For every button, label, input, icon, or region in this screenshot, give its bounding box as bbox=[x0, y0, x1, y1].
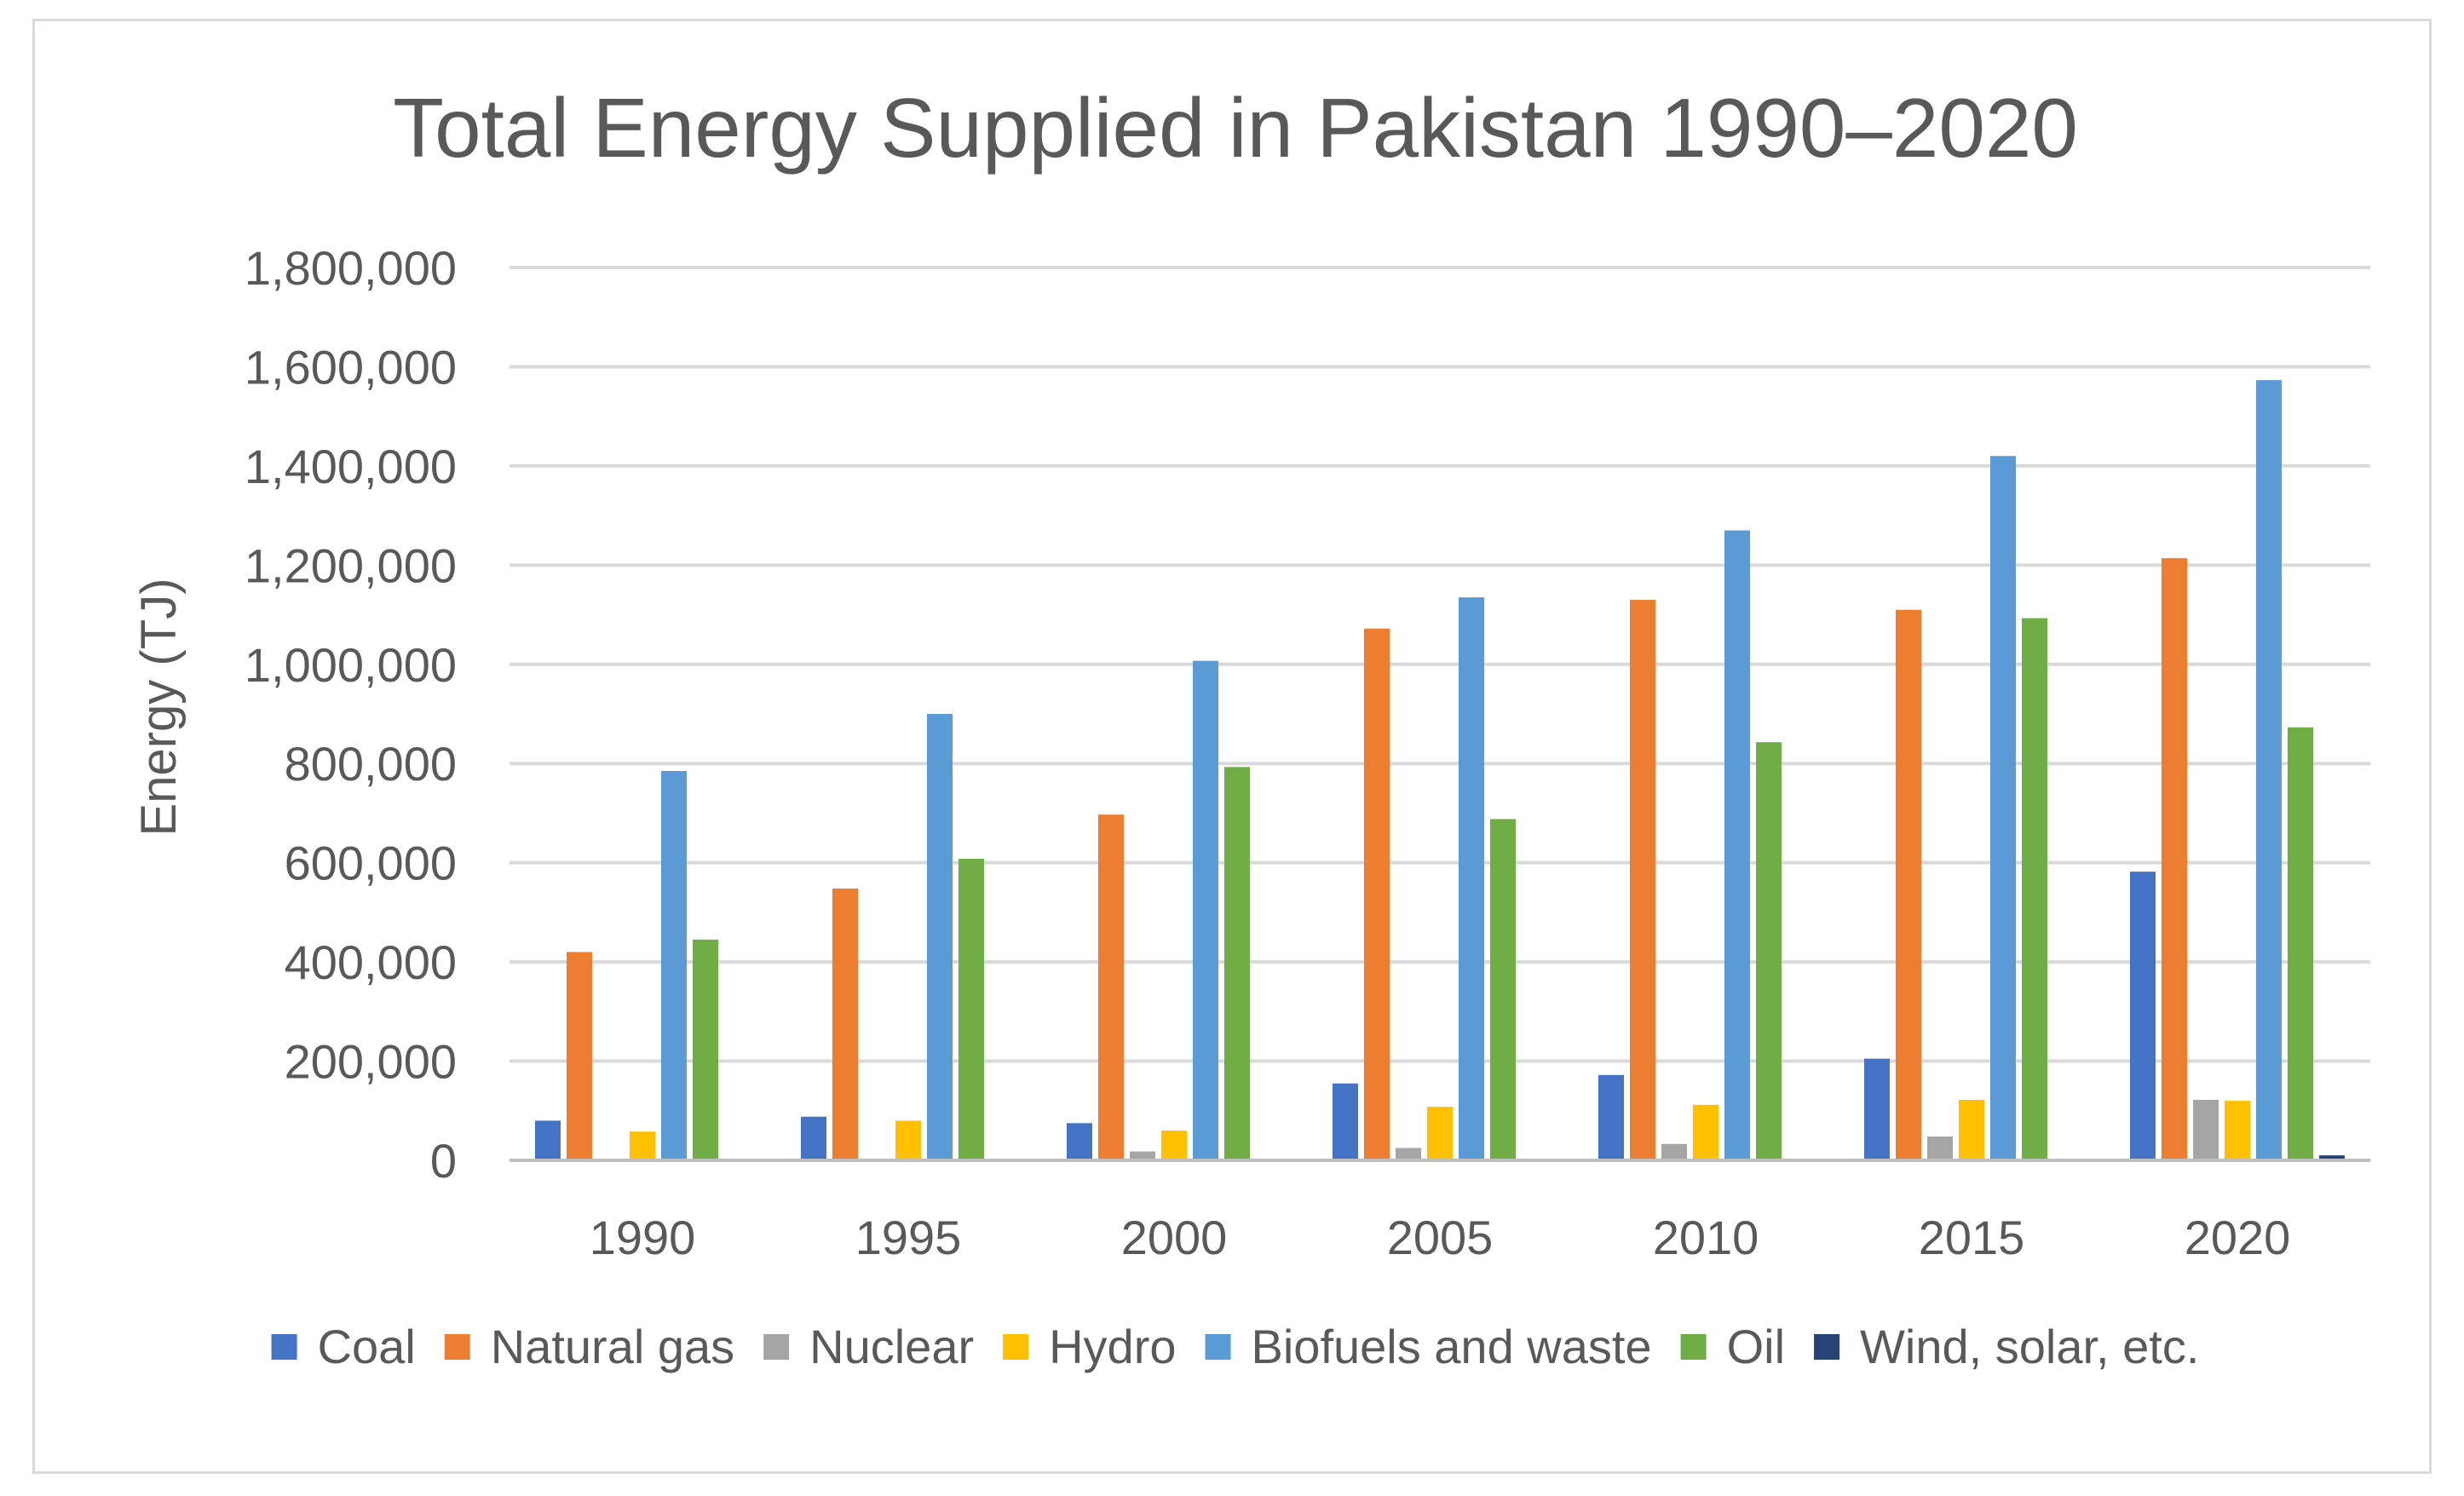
legend-swatch bbox=[444, 1334, 470, 1360]
bar-biofuels-and-waste-2020 bbox=[2256, 380, 2282, 1161]
bar-nuclear-2020 bbox=[2193, 1099, 2219, 1160]
bar-hydro-2015 bbox=[1959, 1099, 1984, 1160]
y-tick-label: 0 bbox=[430, 1134, 457, 1188]
bar-natural-gas-2015 bbox=[1896, 609, 1921, 1160]
bar-biofuels-and-waste-2000 bbox=[1193, 660, 1218, 1160]
y-tick-label: 400,000 bbox=[285, 935, 457, 989]
y-axis-ticks: 0 200,000 400,000 600,000 800,000 1,000,000 1,… bbox=[245, 241, 457, 1188]
bar-hydro-1995 bbox=[895, 1120, 921, 1160]
x-tick-label: 1995 bbox=[855, 1211, 962, 1264]
bar-coal-2020 bbox=[2130, 872, 2156, 1160]
bar-natural-gas-2020 bbox=[2162, 558, 2187, 1160]
legend-label: Coal bbox=[318, 1320, 416, 1373]
chart-title: Total Energy Supplied in Pakistan 1990–2… bbox=[393, 81, 2078, 175]
x-tick-label: 2015 bbox=[1919, 1211, 2025, 1264]
bar-biofuels-and-waste-1990 bbox=[661, 770, 687, 1160]
bar-hydro-2010 bbox=[1693, 1104, 1718, 1160]
x-tick-label: 2000 bbox=[1121, 1211, 1228, 1264]
y-tick-label: 1,200,000 bbox=[245, 538, 457, 592]
bar-wind-solar-etc-2020 bbox=[2319, 1155, 2345, 1160]
bar-natural-gas-1990 bbox=[567, 952, 592, 1160]
bar-hydro-1990 bbox=[630, 1131, 655, 1160]
y-tick-label: 800,000 bbox=[285, 737, 457, 791]
legend-label: Wind, solar, etc. bbox=[1860, 1320, 2199, 1373]
legend-item: Wind, solar, etc. bbox=[1814, 1320, 2199, 1373]
legend-swatch bbox=[271, 1334, 297, 1360]
bar-oil-2010 bbox=[1756, 742, 1782, 1160]
bar-natural-gas-1995 bbox=[832, 888, 858, 1160]
x-tick-label: 2020 bbox=[2185, 1211, 2291, 1264]
legend-swatch bbox=[763, 1334, 790, 1360]
bar-coal-2010 bbox=[1598, 1074, 1624, 1160]
bar-nuclear-2010 bbox=[1661, 1143, 1687, 1160]
bar-oil-1990 bbox=[693, 939, 718, 1160]
y-tick-label: 1,000,000 bbox=[245, 638, 457, 692]
legend: Coal Natural gas Nuclear Hydro Biofuels and … bbox=[271, 1320, 2199, 1373]
legend-item: Oil bbox=[1680, 1320, 1785, 1373]
bar-coal-2005 bbox=[1333, 1083, 1358, 1160]
legend-item: Coal bbox=[271, 1320, 416, 1373]
legend-item: Natural gas bbox=[444, 1320, 734, 1373]
y-tick-label: 1,600,000 bbox=[245, 340, 457, 394]
legend-item: Hydro bbox=[1003, 1320, 1177, 1373]
y-tick-label: 200,000 bbox=[285, 1035, 457, 1089]
bar-natural-gas-2005 bbox=[1364, 628, 1390, 1160]
bar-coal-1990 bbox=[535, 1120, 561, 1160]
bar-hydro-2005 bbox=[1427, 1107, 1453, 1160]
legend-swatch bbox=[1814, 1334, 1840, 1360]
bar-biofuels-and-waste-1995 bbox=[927, 714, 953, 1160]
legend-label: Hydro bbox=[1049, 1320, 1176, 1373]
legend-swatch bbox=[1003, 1334, 1029, 1360]
bar-natural-gas-2000 bbox=[1098, 814, 1124, 1160]
bar-nuclear-2005 bbox=[1396, 1148, 1421, 1160]
bars bbox=[535, 380, 2345, 1161]
bar-biofuels-and-waste-2015 bbox=[1990, 456, 2016, 1160]
legend-item: Nuclear bbox=[763, 1320, 974, 1373]
bar-oil-2000 bbox=[1224, 767, 1250, 1160]
y-tick-label: 1,800,000 bbox=[245, 241, 457, 295]
bar-biofuels-and-waste-2005 bbox=[1459, 597, 1484, 1160]
bar-oil-2005 bbox=[1490, 819, 1516, 1160]
legend-label: Nuclear bbox=[809, 1320, 974, 1373]
x-tick-label: 1990 bbox=[590, 1211, 696, 1264]
bar-coal-1995 bbox=[801, 1116, 826, 1160]
bar-oil-1995 bbox=[959, 859, 984, 1160]
bar-natural-gas-2010 bbox=[1630, 600, 1655, 1160]
y-tick-label: 600,000 bbox=[285, 837, 457, 890]
y-tick-label: 1,400,000 bbox=[245, 440, 457, 493]
bar-nuclear-2015 bbox=[1927, 1136, 1953, 1160]
bar-oil-2015 bbox=[2022, 618, 2047, 1160]
bar-coal-2000 bbox=[1067, 1123, 1092, 1160]
x-tick-label: 2010 bbox=[1653, 1211, 1759, 1264]
legend-swatch bbox=[1205, 1334, 1231, 1360]
gridlines bbox=[509, 266, 2370, 1063]
bar-hydro-2000 bbox=[1161, 1131, 1187, 1160]
y-axis-label: Energy (TJ) bbox=[131, 578, 187, 837]
bar-hydro-2020 bbox=[2225, 1101, 2250, 1160]
bar-nuclear-2000 bbox=[1130, 1151, 1155, 1160]
bar-coal-2015 bbox=[1864, 1058, 1890, 1160]
legend-swatch bbox=[1680, 1334, 1707, 1360]
legend-label: Biofuels and waste bbox=[1252, 1320, 1652, 1373]
x-axis-ticks: 1990 1995 2000 2005 2010 2015 2020 bbox=[590, 1211, 2291, 1264]
x-tick-label: 2005 bbox=[1387, 1211, 1494, 1264]
legend-label: Natural gas bbox=[491, 1320, 734, 1373]
legend-item: Biofuels and waste bbox=[1205, 1320, 1652, 1373]
bar-oil-2020 bbox=[2288, 727, 2313, 1160]
legend-label: Oil bbox=[1727, 1320, 1785, 1373]
bar-biofuels-and-waste-2010 bbox=[1724, 530, 1750, 1160]
